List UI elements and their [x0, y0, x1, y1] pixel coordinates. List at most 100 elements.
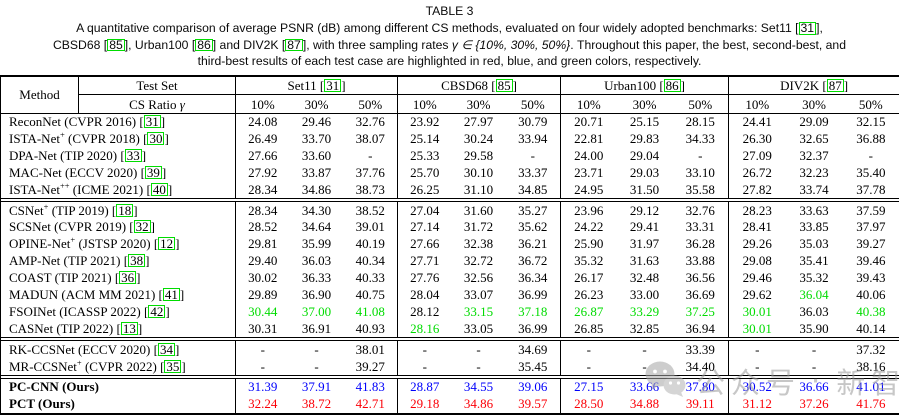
citation-link[interactable]: 85 — [495, 78, 513, 94]
psnr-value: 27.66 — [248, 147, 278, 163]
method-venue: (CVPR 2019) — [50, 219, 127, 235]
citation-link[interactable]: 40 — [150, 181, 168, 197]
psnr-value: 34.86 — [301, 181, 332, 197]
psnr-value: 30.01 — [742, 303, 772, 319]
method-name: ISTA-Net — [9, 181, 60, 197]
psnr-value: 37.00 — [301, 303, 332, 319]
psnr-value: - — [505, 147, 562, 165]
psnr-value: 30.24 — [463, 130, 494, 146]
psnr-value: 34.69 — [505, 340, 562, 359]
psnr-value: - — [642, 358, 647, 374]
psnr-value: 37.25 — [672, 303, 730, 321]
psnr-value: 31.12 — [742, 396, 772, 412]
citation-link[interactable]: 39 — [144, 164, 162, 180]
method-name: SCSNet — [9, 219, 51, 235]
psnr-value: - — [672, 147, 730, 165]
psnr-value: 25.90 — [574, 236, 604, 252]
psnr-value: 26.23 — [574, 286, 604, 302]
citation-link[interactable]: 42 — [148, 303, 166, 319]
psnr-value: 38.52 — [343, 201, 399, 220]
caption-line: third-best results of each test case are… — [0, 53, 899, 70]
psnr-value: 32.38 — [463, 236, 494, 252]
psnr-value: - — [260, 358, 265, 374]
citation-link[interactable]: 87 — [285, 37, 303, 52]
method-superscript: + — [59, 129, 65, 140]
psnr-value: 35.45 — [505, 358, 562, 376]
psnr-value: - — [476, 358, 481, 374]
psnr-value: 37.59 — [856, 202, 886, 218]
psnr-value: 25.15 — [629, 114, 660, 130]
method-cell: PCT (Ours) — [0, 396, 236, 415]
method-venue: (CVPR 2022) — [81, 358, 157, 374]
ratio-header: 30% — [451, 94, 506, 114]
psnr-value: 26.72 — [742, 164, 772, 180]
psnr-value: - — [314, 358, 319, 374]
citation-link[interactable]: 35 — [164, 358, 182, 374]
citation-link[interactable]: 13 — [120, 320, 138, 336]
citation-link[interactable]: 86 — [663, 78, 681, 94]
citation-link[interactable]: 38 — [128, 253, 146, 269]
citation-link[interactable]: 30 — [147, 130, 165, 146]
citation-link[interactable]: 36 — [119, 270, 137, 286]
psnr-value: 33.10 — [672, 164, 730, 182]
table-row: MAC-Net (ECCV 2020) [39] 27.92 33.87 37.76 2… — [0, 164, 899, 182]
psnr-value: 23.96 — [574, 202, 604, 218]
caption-title: TABLE 3 — [425, 4, 474, 18]
psnr-value: 27.15 — [574, 379, 604, 395]
citation-link[interactable]: 31 — [798, 21, 817, 36]
method-name: MR-CCSNet — [9, 358, 77, 374]
method-venue: (TIP 2022) — [53, 320, 114, 336]
group-separator — [0, 375, 899, 380]
ratio-header: 30% — [785, 94, 843, 114]
method-venue: (Ours) — [34, 396, 75, 412]
psnr-value: 24.00 — [574, 147, 604, 163]
citation-link[interactable]: 31 — [324, 78, 342, 94]
method-venue: (CVPR 2016) — [60, 114, 137, 130]
header-row-test-set: Method Test Set Set11 [31] CBSD68 [85] Urban… — [0, 75, 899, 114]
psnr-value: 27.14 — [410, 219, 440, 235]
method-name: AMP-Net — [9, 253, 61, 269]
method-name: OPINE-Net — [9, 236, 71, 252]
psnr-value: 29.40 — [248, 253, 278, 269]
psnr-value: 25.14 — [410, 130, 440, 146]
citation-link[interactable]: 32 — [133, 219, 151, 235]
citation-link[interactable]: 87 — [826, 78, 844, 94]
table-row: FSOINet (ICASSP 2022) [42] 30.44 37.00 41.0… — [0, 303, 899, 321]
method-name: COAST — [9, 270, 52, 286]
table-row: RK-CCSNet (ECCV 2020) [34] - - 38.01 - - 34.69… — [0, 340, 899, 359]
psnr-value: 40.38 — [856, 303, 886, 319]
method-cell: ISTA-Net+ (CVPR 2018) [30] — [0, 129, 236, 148]
ratio-header: 30% — [289, 94, 344, 114]
group-separator — [0, 337, 899, 342]
psnr-value: 26.25 — [410, 181, 440, 197]
method-name: PCT — [9, 396, 35, 412]
citation-link[interactable]: 86 — [195, 37, 213, 52]
psnr-value: 37.18 — [505, 303, 562, 321]
psnr-value: - — [755, 341, 760, 357]
psnr-value: 28.15 — [672, 113, 730, 131]
group-separator-rule — [0, 198, 899, 203]
psnr-value: 28.87 — [410, 379, 440, 395]
psnr-value: 38.07 — [343, 130, 399, 148]
citation-link[interactable]: 34 — [157, 341, 175, 357]
psnr-value: 35.40 — [856, 164, 886, 180]
citation-link[interactable]: 12 — [158, 236, 176, 252]
method-venue: (ACM MM 2021) — [58, 286, 156, 302]
psnr-value: 36.69 — [672, 286, 730, 304]
method-venue: (Ours) — [58, 379, 99, 395]
citation-link[interactable]: 33 — [124, 147, 142, 163]
psnr-value: 39.01 — [343, 219, 399, 237]
psnr-value: 29.46 — [742, 270, 772, 286]
citation-link[interactable]: 18 — [116, 202, 134, 218]
citation-link[interactable]: 41 — [162, 286, 180, 302]
method-venue: (TIP 2021) — [51, 270, 112, 286]
group-separator — [0, 198, 899, 203]
citation-link[interactable]: 31 — [143, 114, 161, 130]
psnr-value: 28.34 — [248, 202, 278, 218]
psnr-value: 40.75 — [343, 286, 399, 304]
benchmark-header-cbsd68: CBSD68 [85] — [397, 75, 562, 96]
method-name: MAC-Net — [9, 164, 62, 180]
citation-link[interactable]: 85 — [107, 37, 125, 52]
psnr-value: 33.39 — [672, 340, 730, 359]
method-name: DPA-Net — [9, 147, 57, 163]
